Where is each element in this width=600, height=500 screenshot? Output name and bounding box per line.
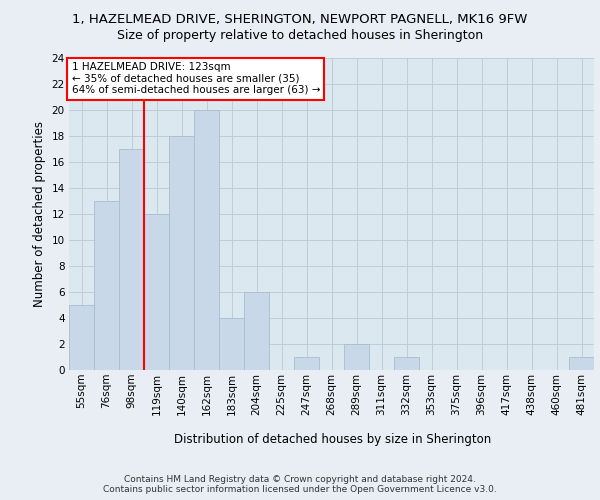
Text: Contains HM Land Registry data © Crown copyright and database right 2024.
Contai: Contains HM Land Registry data © Crown c… [103, 474, 497, 494]
Bar [244, 292, 269, 370]
Text: Size of property relative to detached houses in Sherington: Size of property relative to detached ho… [117, 29, 483, 42]
Text: Distribution of detached houses by size in Sherington: Distribution of detached houses by size … [175, 432, 491, 446]
Bar [144, 214, 169, 370]
Bar [194, 110, 219, 370]
Bar [569, 357, 594, 370]
Y-axis label: Number of detached properties: Number of detached properties [33, 120, 46, 306]
Bar [294, 357, 319, 370]
Text: 1, HAZELMEAD DRIVE, SHERINGTON, NEWPORT PAGNELL, MK16 9FW: 1, HAZELMEAD DRIVE, SHERINGTON, NEWPORT … [73, 12, 527, 26]
Bar [344, 344, 369, 370]
Bar [119, 148, 144, 370]
Bar [219, 318, 244, 370]
Bar [94, 200, 119, 370]
Text: 1 HAZELMEAD DRIVE: 123sqm
← 35% of detached houses are smaller (35)
64% of semi-: 1 HAZELMEAD DRIVE: 123sqm ← 35% of detac… [71, 62, 320, 96]
Bar [69, 305, 94, 370]
Bar [169, 136, 194, 370]
Bar [394, 357, 419, 370]
